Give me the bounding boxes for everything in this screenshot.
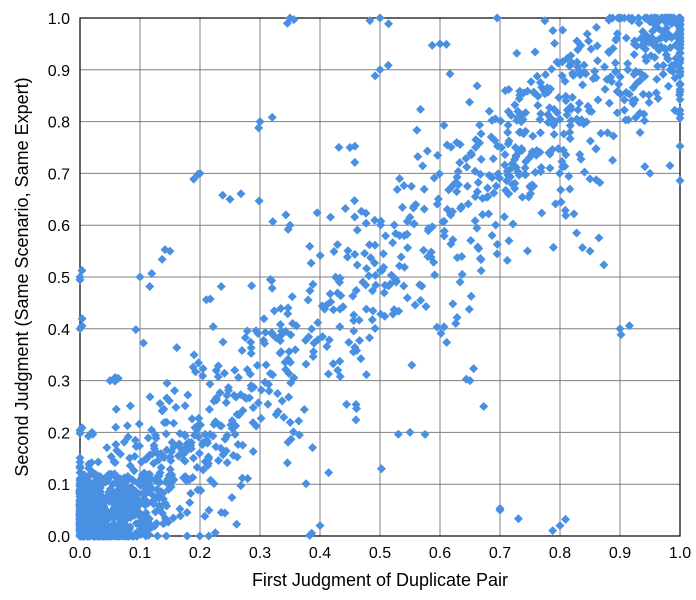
y-axis-label: Second Judgment (Same Scenario, Same Exp… bbox=[12, 77, 32, 476]
x-tick: 0.0 bbox=[69, 545, 91, 562]
x-tick-labels: 0.0 0.1 0.2 0.3 0.4 0.5 0.6 0.7 0.8 0.9 1.0 bbox=[69, 545, 691, 562]
chart-svg: 0.0 0.1 0.2 0.3 0.4 0.5 0.6 0.7 0.8 0.9 1.0 0.0 0.1… bbox=[0, 0, 696, 600]
y-tick: 1.0 bbox=[48, 11, 70, 28]
y-tick: 0.1 bbox=[48, 477, 70, 494]
y-tick-labels: 0.0 0.1 0.2 0.3 0.4 0.5 0.6 0.7 0.8 0.9 1.0 bbox=[48, 11, 70, 546]
x-tick: 0.3 bbox=[249, 545, 271, 562]
x-tick: 0.2 bbox=[189, 545, 211, 562]
x-tick: 0.8 bbox=[549, 545, 571, 562]
x-axis-label: First Judgment of Duplicate Pair bbox=[252, 570, 508, 590]
y-tick: 0.2 bbox=[48, 425, 70, 442]
y-tick: 0.6 bbox=[48, 218, 70, 235]
y-tick: 0.5 bbox=[48, 270, 70, 287]
y-tick: 0.9 bbox=[48, 63, 70, 80]
x-tick: 0.5 bbox=[369, 545, 391, 562]
y-tick: 0.4 bbox=[48, 322, 70, 339]
scatter-chart: 0.0 0.1 0.2 0.3 0.4 0.5 0.6 0.7 0.8 0.9 1.0 0.0 0.1… bbox=[0, 0, 696, 600]
y-tick: 0.8 bbox=[48, 115, 70, 132]
x-tick: 0.1 bbox=[129, 545, 151, 562]
x-tick: 0.7 bbox=[489, 545, 511, 562]
x-tick: 0.9 bbox=[609, 545, 631, 562]
y-tick: 0.7 bbox=[48, 166, 70, 183]
y-tick: 0.0 bbox=[48, 529, 70, 546]
x-tick: 1.0 bbox=[669, 545, 691, 562]
y-tick: 0.3 bbox=[48, 374, 70, 391]
x-tick: 0.6 bbox=[429, 545, 451, 562]
x-tick: 0.4 bbox=[309, 545, 331, 562]
